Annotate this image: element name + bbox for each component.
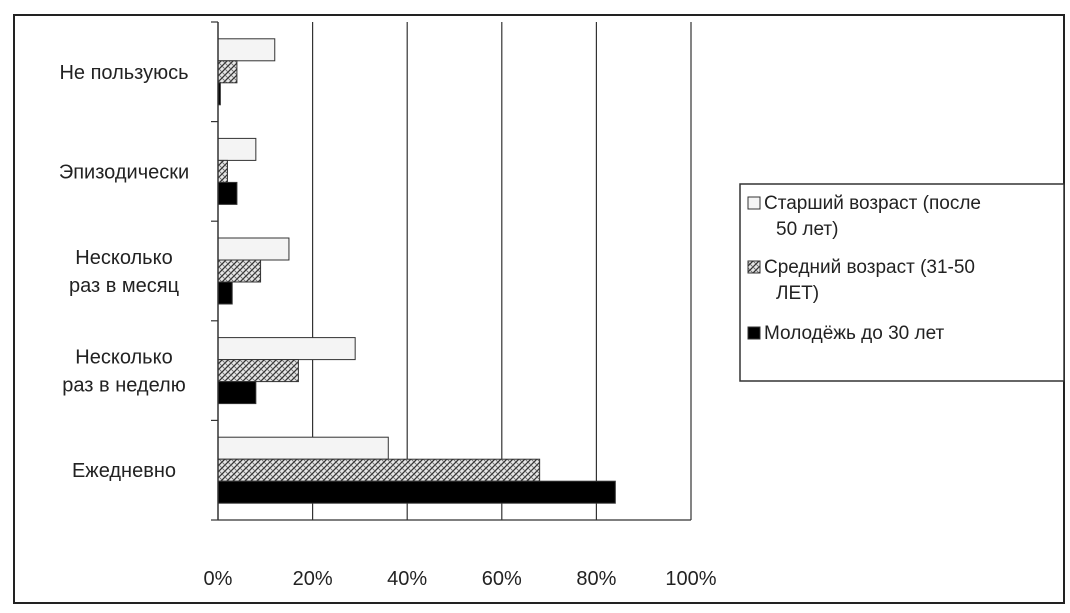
x-tick-label: 20% [293, 568, 333, 590]
bar [217, 159, 228, 183]
category-label: Несколько раз в неделю [62, 347, 185, 397]
legend-swatch [747, 196, 761, 210]
category-label: Эпизодически [59, 161, 189, 183]
bar [217, 137, 257, 161]
bar [217, 381, 257, 405]
legend: Старший возраст (после 50 лет) Средний воз… [739, 183, 1065, 382]
legend-label: Молодёжь до 30 лет [764, 323, 945, 344]
legend-swatch [747, 326, 761, 340]
bar [217, 237, 290, 261]
bar [217, 436, 389, 460]
bar [217, 359, 299, 383]
legend-box [739, 183, 1065, 382]
axes: 0% 20% 40% 60% 80% 100% Не пользуюсь Эпизодичес… [59, 21, 717, 590]
x-tick-label: 0% [204, 568, 233, 590]
bar [217, 480, 616, 504]
bar [217, 337, 356, 361]
category-label: Ежедневно [72, 460, 176, 482]
legend-label: Старший возраст (после 50 лет) [764, 193, 981, 240]
bar [217, 38, 276, 62]
legend-label: Средний возраст (31-50 ЛЕТ) [764, 257, 975, 304]
category-label: Несколько раз в месяц [69, 247, 179, 297]
bars [217, 38, 616, 504]
x-tick-label: 40% [387, 568, 427, 590]
x-tick-label: 100% [665, 568, 716, 590]
bar [217, 281, 233, 305]
bar [217, 458, 541, 482]
bar [217, 181, 238, 205]
x-tick-label: 80% [576, 568, 616, 590]
category-label: Не пользуюсь [59, 62, 188, 84]
bar [217, 60, 238, 84]
legend-swatch [747, 260, 761, 274]
bar [217, 259, 262, 283]
x-tick-label: 60% [482, 568, 522, 590]
